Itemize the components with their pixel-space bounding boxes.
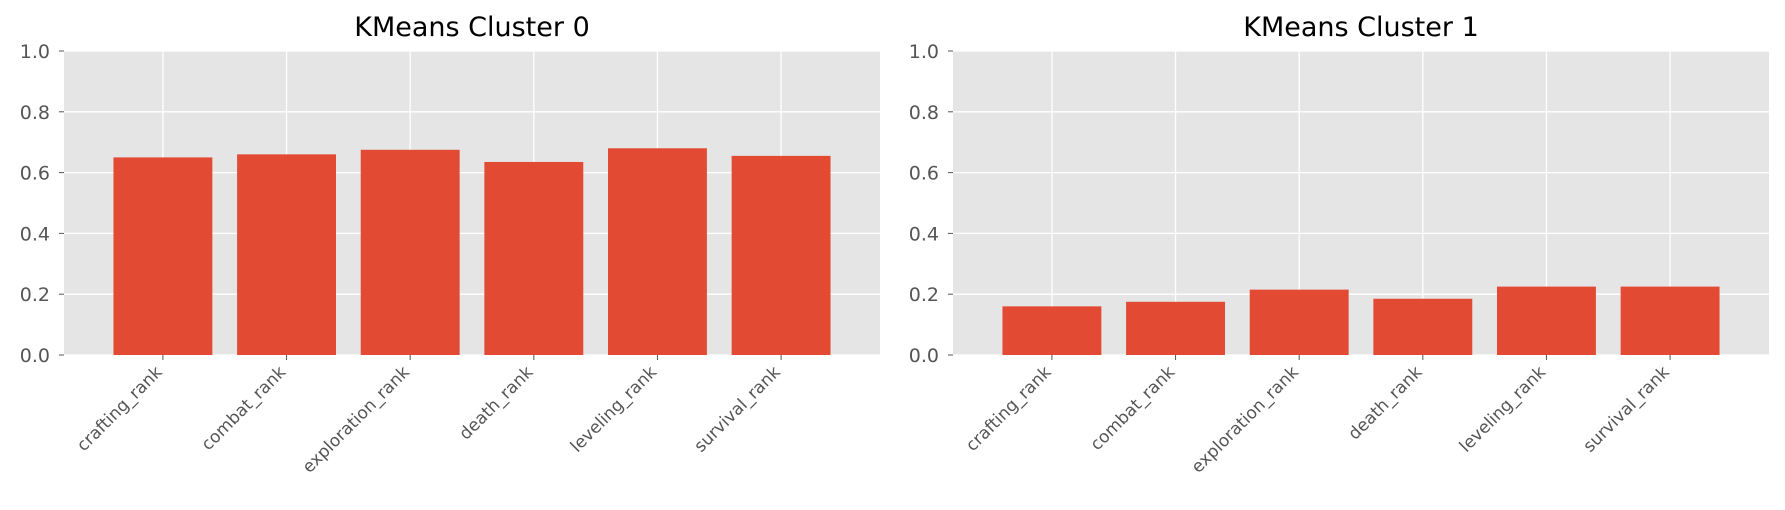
bar-death-rank (484, 161, 584, 355)
y-tick-label: 0.4 (909, 223, 939, 245)
chart-panel-cluster-1: 0.0 0.2 0.4 0.6 0.8 1.0 crafting_rank combat_ra… (909, 12, 1769, 477)
bar-survival-rank (1620, 286, 1720, 355)
bar-survival-rank (731, 155, 831, 355)
bar-crafting-rank (1002, 306, 1102, 355)
y-tick-label: 0.2 (909, 284, 939, 306)
x-tick-label: survival_rank (690, 362, 784, 456)
x-tick-label: leveling_rank (1456, 362, 1550, 456)
chart-panel-cluster-0: 0.0 0.2 0.4 0.6 0.8 1.0 crafting_rank combat_ra… (20, 12, 880, 477)
bar-exploration-rank (360, 149, 460, 355)
x-tick-label: crafting_rank (962, 362, 1055, 455)
y-tick-label: 0.0 (909, 345, 939, 367)
bar-crafting-rank (113, 157, 213, 355)
y-tick-label: 1.0 (20, 41, 50, 63)
y-tick-label: 0.8 (909, 102, 939, 124)
bar-leveling-rank (608, 148, 707, 355)
x-tick-label: survival_rank (1579, 362, 1673, 456)
x-tick-label: exploration_rank (1188, 362, 1303, 477)
y-tick-label: 0.6 (909, 163, 939, 185)
bar-combat-rank (237, 154, 336, 355)
y-tick-label: 1.0 (909, 41, 939, 63)
y-tick-label: 0.8 (20, 102, 50, 124)
x-tick-label: death_rank (1345, 362, 1427, 444)
y-tick-label: 0.0 (20, 345, 50, 367)
bar-death-rank (1373, 298, 1473, 355)
chart-title: KMeans Cluster 1 (1243, 12, 1479, 43)
x-tick-label: crafting_rank (73, 362, 166, 455)
bar-leveling-rank (1497, 286, 1596, 355)
chart-title: KMeans Cluster 0 (354, 12, 590, 43)
y-tick-label: 0.2 (20, 284, 50, 306)
x-tick-label: combat_rank (1087, 362, 1180, 455)
bar-combat-rank (1126, 301, 1225, 355)
x-tick-label: exploration_rank (299, 362, 414, 477)
y-tick-label: 0.6 (20, 163, 50, 185)
x-tick-label: combat_rank (198, 362, 291, 455)
x-tick-label: death_rank (456, 362, 538, 444)
bar-exploration-rank (1249, 289, 1349, 355)
y-tick-label: 0.4 (20, 223, 50, 245)
x-tick-label: leveling_rank (567, 362, 661, 456)
